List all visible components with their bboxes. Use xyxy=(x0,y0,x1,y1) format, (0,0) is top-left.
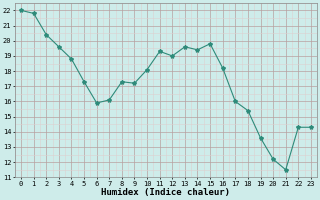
X-axis label: Humidex (Indice chaleur): Humidex (Indice chaleur) xyxy=(101,188,230,197)
